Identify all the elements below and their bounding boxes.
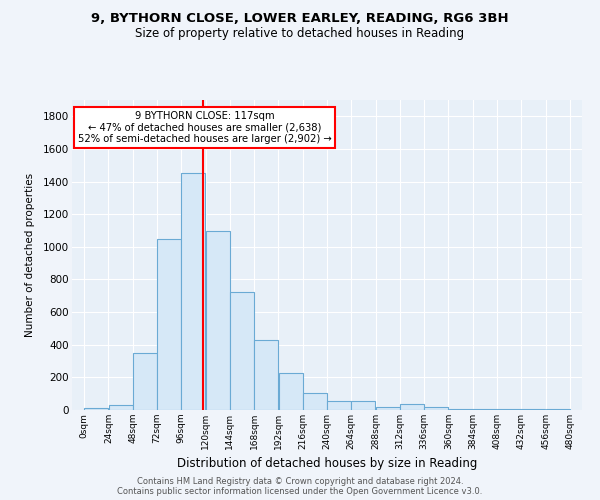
Bar [546,409,570,410]
Bar [376,406,400,410]
X-axis label: Distribution of detached houses by size in Reading: Distribution of detached houses by size … [177,458,477,470]
Bar [181,174,205,410]
Text: Contains HM Land Registry data © Crown copyright and database right 2024.: Contains HM Land Registry data © Crown c… [137,478,463,486]
Bar [84,408,108,410]
Bar [352,401,376,410]
Bar [157,238,181,410]
Bar [327,401,351,410]
Bar [254,340,278,410]
Bar [497,409,521,410]
Bar [400,404,424,410]
Text: 9 BYTHORN CLOSE: 117sqm
← 47% of detached houses are smaller (2,638)
52% of semi: 9 BYTHORN CLOSE: 117sqm ← 47% of detache… [78,111,331,144]
Bar [424,406,448,410]
Text: 9, BYTHORN CLOSE, LOWER EARLEY, READING, RG6 3BH: 9, BYTHORN CLOSE, LOWER EARLEY, READING,… [91,12,509,26]
Bar [133,353,157,410]
Bar [449,409,473,410]
Bar [206,230,230,410]
Text: Contains public sector information licensed under the Open Government Licence v3: Contains public sector information licen… [118,488,482,496]
Bar [230,292,254,410]
Bar [278,374,302,410]
Bar [473,409,497,410]
Y-axis label: Number of detached properties: Number of detached properties [25,173,35,337]
Bar [521,409,545,410]
Text: Size of property relative to detached houses in Reading: Size of property relative to detached ho… [136,28,464,40]
Bar [109,405,133,410]
Bar [303,393,327,410]
